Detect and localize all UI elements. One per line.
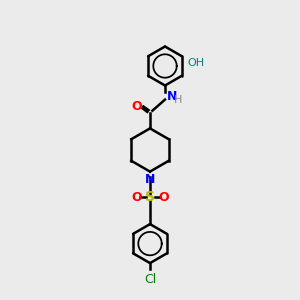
Text: N: N <box>167 89 177 103</box>
Text: O: O <box>131 190 142 204</box>
Text: Cl: Cl <box>144 273 156 286</box>
Text: O: O <box>131 100 142 113</box>
Text: O: O <box>158 190 169 204</box>
Text: OH: OH <box>187 58 204 68</box>
Text: H: H <box>173 94 182 105</box>
Text: N: N <box>145 173 155 186</box>
Text: S: S <box>145 190 155 204</box>
